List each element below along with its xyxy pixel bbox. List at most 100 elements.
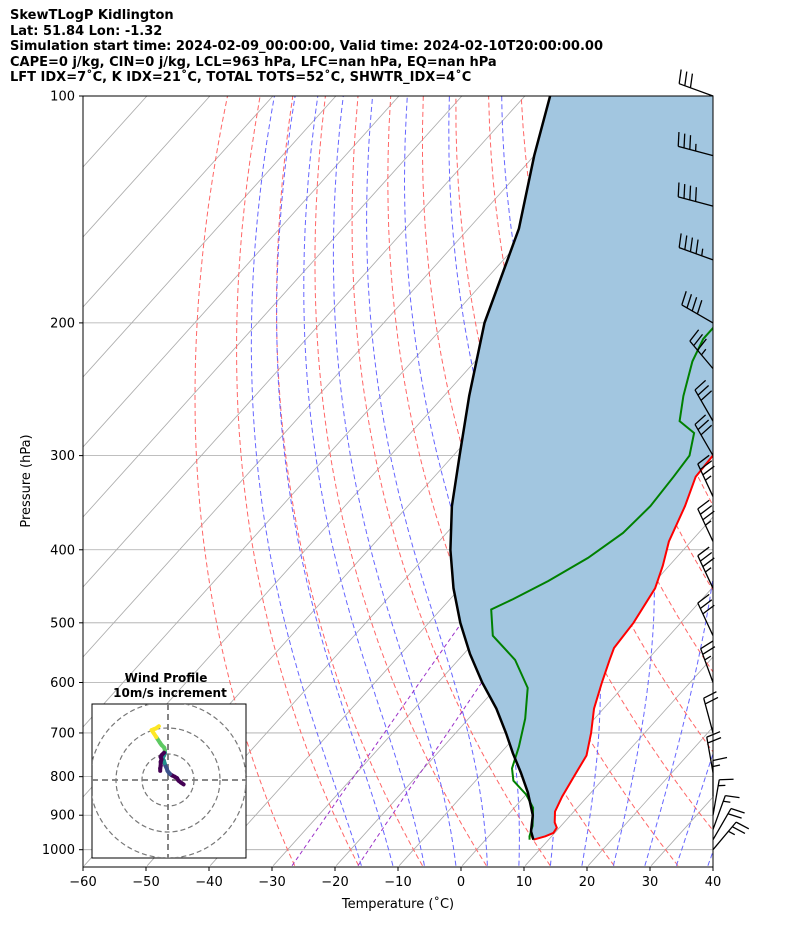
dry-adiabat [387,96,615,866]
inset-subtitle: 10m/s increment [113,686,227,700]
wind-barb [689,329,714,370]
wind-barb-flag [697,593,710,604]
wind-barb-flag [684,235,688,250]
wind-barb-half-flag [705,520,712,526]
wind-barb [677,182,714,207]
x-tick-label: −60 [69,875,96,890]
wind-barb-shaft [694,389,714,422]
wind-barb-flag [697,454,710,465]
wind-barb-flag [689,329,700,342]
x-tick-label: 40 [705,875,722,890]
wind-barb-flag [735,821,750,830]
dry-adiabat [717,96,794,866]
wind-barb-flag [691,297,698,312]
wind-barb-flag [684,71,688,86]
wind-barb-flag [686,294,693,309]
time-line: Simulation start time: 2024-02-09_00:00:… [10,39,603,54]
y-tick-label: 900 [50,809,75,824]
wind-barb-flag [696,300,703,315]
wind-barb-flag [689,185,692,200]
wind-barb-flag [683,184,686,199]
moist-adiabat [644,96,713,866]
wind-barb-flag [689,73,694,88]
x-tick-label: −50 [132,875,159,890]
wind-barb [703,691,719,734]
wind-barb [681,291,714,324]
isotherm-line [83,96,589,658]
moist-adiabat [332,96,457,866]
wind-barb-half-flag [723,800,731,803]
wind-profile-inset: Wind Profile 10m/s increment [91,671,247,859]
wind-barb-half-flag [700,348,707,356]
moist-adiabat [303,96,425,866]
wind-barb-flag [697,385,710,396]
wind-barb-half-flag [705,475,712,481]
wind-barb-flag [697,338,707,351]
wind-barb [678,233,714,261]
x-tick-label: −10 [384,875,411,890]
wind-barb-shaft [697,602,714,636]
wind-barb-flag [702,557,715,568]
wind-barb-flag [703,691,717,699]
x-tick-label: 10 [516,875,533,890]
indices-line-1: CAPE=0 j/kg, CIN=0 j/kg, LCL=963 hPa, LF… [10,54,497,70]
wind-barb-flag [699,551,713,562]
isotherm-line [83,96,337,378]
isotherm-line [524,656,713,866]
x-axis-label: Temperature (˚C) [341,896,454,912]
isotherm-line [83,96,274,308]
wind-barb [712,807,745,841]
x-tick-label: 0 [457,875,465,890]
wind-barb-flag [694,187,697,202]
wind-barb-flag [727,813,742,819]
wind-barb-flag [704,696,719,705]
wind-barb-flag [677,182,680,197]
wind-barb [706,731,722,773]
dry-adiabat [314,96,487,866]
wind-barb [697,546,715,589]
wind-barb-flag [730,807,745,814]
dry-adiabat [351,96,551,866]
parcel-line [449,96,552,841]
isotherm-line [83,96,463,518]
dry-adiabat [194,96,296,866]
wind-barb-flag [699,505,713,515]
wind-barb-flag [700,640,714,650]
isotherm-line [83,96,400,448]
wind-barb [678,69,714,97]
x-tick-label: −20 [321,875,348,890]
y-tick-label: 600 [50,676,75,691]
wind-barb-flag [689,237,694,252]
wind-barb [694,379,714,422]
wind-barb-flag [689,135,692,150]
inset-title: Wind Profile [125,671,208,685]
dry-adiabat [275,96,423,866]
wind-barb-half-flag [705,567,712,573]
x-tick-label: 30 [642,875,659,890]
wind-barb [700,640,716,683]
moist-adiabat [739,96,794,866]
wind-barb-flag [706,731,721,738]
y-tick-label: 1000 [42,843,75,858]
moist-adiabat [250,96,362,866]
indices-line-2: LFT IDX=7˚C, K IDX=21˚C, TOTAL TOTS=52˚C… [10,70,472,85]
y-tick-label: 400 [50,543,75,558]
wind-barb [694,414,714,456]
isotherm-line [714,96,794,866]
isotherm-line [587,726,713,866]
temperature-line [533,449,713,841]
dry-adiabat [236,96,360,866]
wind-barb-flag [719,778,734,781]
wind-barb-flag [712,756,728,762]
wind-barb [712,756,728,797]
y-tick-label: 100 [50,90,75,105]
y-tick-label: 200 [50,316,75,331]
wind-barb-half-flag [701,248,704,256]
wind-barb-half-flag [704,655,712,661]
cape-shading [450,96,713,840]
wind-barb-flag [683,133,686,148]
wind-barb-flag [707,737,722,744]
wind-barb [712,778,734,816]
y-axis-label: Pressure (hPa) [19,434,34,527]
